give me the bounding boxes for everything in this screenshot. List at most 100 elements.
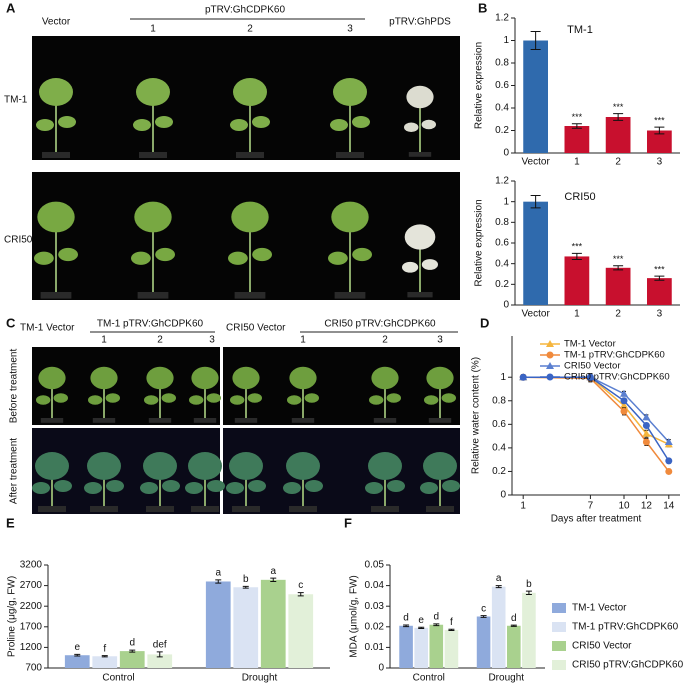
marker [546, 351, 554, 359]
bar [523, 40, 548, 153]
x-tick-label: 12 [641, 501, 653, 512]
leaf [231, 201, 269, 233]
marker [665, 467, 673, 475]
bar [491, 586, 506, 668]
y-tick-label: 0.2 [495, 125, 509, 136]
legend-label: CRI50 Vector [564, 361, 621, 372]
pot [234, 418, 258, 423]
chart-title: TM-1 [567, 24, 593, 36]
column-label: pTRV:GhPDS [389, 17, 451, 28]
leaf [286, 452, 320, 480]
bar [288, 594, 314, 668]
leaf [386, 393, 401, 403]
panel-label: B [478, 0, 487, 15]
leaf [371, 366, 399, 390]
pot [232, 506, 260, 512]
leaf [140, 482, 158, 494]
y-tick-label: 1 [500, 372, 506, 383]
significance-letter: f [103, 643, 106, 654]
marker [664, 438, 673, 445]
leaf [146, 366, 174, 390]
significance: *** [572, 242, 583, 252]
significance-letter: c [298, 580, 303, 591]
column-label: Vector [42, 17, 71, 28]
legend-label: CRI50 pTRV:GhCDPK60 [564, 372, 670, 383]
significance-letter: a [215, 567, 221, 578]
y-tick-label: 0.8 [492, 395, 506, 406]
significance-letter: e [418, 615, 424, 626]
marker [620, 407, 628, 415]
column-label: 2 [247, 24, 253, 35]
error-bar [101, 655, 108, 658]
leaf [420, 482, 438, 494]
legend-swatch [552, 603, 566, 613]
y-tick-label: 0.2 [492, 466, 506, 477]
pot [42, 152, 70, 158]
error-bar [495, 585, 502, 589]
leaf [185, 482, 203, 494]
leaf [58, 116, 76, 128]
bar [647, 130, 672, 153]
leaf [191, 366, 219, 390]
error-bar [129, 649, 136, 653]
leaf [441, 393, 456, 403]
pot [234, 292, 266, 299]
column-label: TM-1 Vector [20, 323, 75, 334]
legend-label: CRI50 pTRV:GhCDPK60 [572, 660, 684, 671]
leaf [32, 482, 50, 494]
x-tick-label: Control [413, 673, 445, 684]
leaf [248, 480, 266, 492]
significance-letter: a [496, 573, 502, 584]
significance-letter: d [403, 613, 409, 624]
leaf [283, 482, 301, 494]
error-bar [525, 590, 532, 595]
bar [414, 627, 428, 668]
pot [146, 506, 174, 512]
marker [546, 362, 554, 369]
column-label: 1 [101, 335, 107, 346]
bar [564, 126, 590, 153]
y-tick-label: 1 [503, 196, 509, 207]
photo [223, 428, 460, 514]
y-axis-label: Relative expression [474, 199, 485, 286]
marker [665, 457, 673, 465]
leaf [331, 201, 369, 233]
legend-label: TM-1 pTRV:GhCDPK60 [564, 350, 665, 361]
x-tick-label: 1 [574, 157, 580, 168]
y-tick-label: 0.03 [365, 601, 385, 612]
y-tick-label: 1.2 [495, 13, 509, 24]
leaf [88, 395, 103, 405]
leaf [106, 480, 124, 492]
y-tick-label: 0.01 [365, 642, 385, 653]
leaf [34, 251, 54, 265]
leaf [188, 452, 222, 480]
x-tick-label: 1 [574, 309, 580, 320]
leaf [226, 482, 244, 494]
y-axis-label: Relative water content (%) [471, 357, 482, 474]
y-tick-label: 0.4 [495, 103, 509, 114]
significance: *** [613, 254, 624, 264]
marker [519, 373, 527, 381]
error-bar [448, 628, 455, 632]
leaf [162, 480, 180, 492]
pot [40, 418, 64, 423]
bar [605, 267, 631, 305]
y-tick-label: 0 [503, 148, 509, 159]
marker [642, 422, 650, 430]
y-tick-label: 0.8 [495, 217, 509, 228]
leaf [131, 251, 151, 265]
leaf [368, 452, 402, 480]
error-bar [242, 585, 249, 589]
pot [291, 418, 315, 423]
significance: *** [654, 116, 665, 126]
leaf [423, 452, 457, 480]
group-label: TM-1 pTRV:GhCDPK60 [97, 319, 204, 330]
pot [92, 418, 116, 423]
row-label: CRI50 [4, 235, 33, 246]
significance-letter: e [74, 642, 80, 653]
marker [620, 389, 628, 397]
column-label: 3 [437, 335, 443, 346]
leaf [53, 393, 68, 403]
leaf [333, 78, 367, 106]
bar [119, 651, 145, 668]
